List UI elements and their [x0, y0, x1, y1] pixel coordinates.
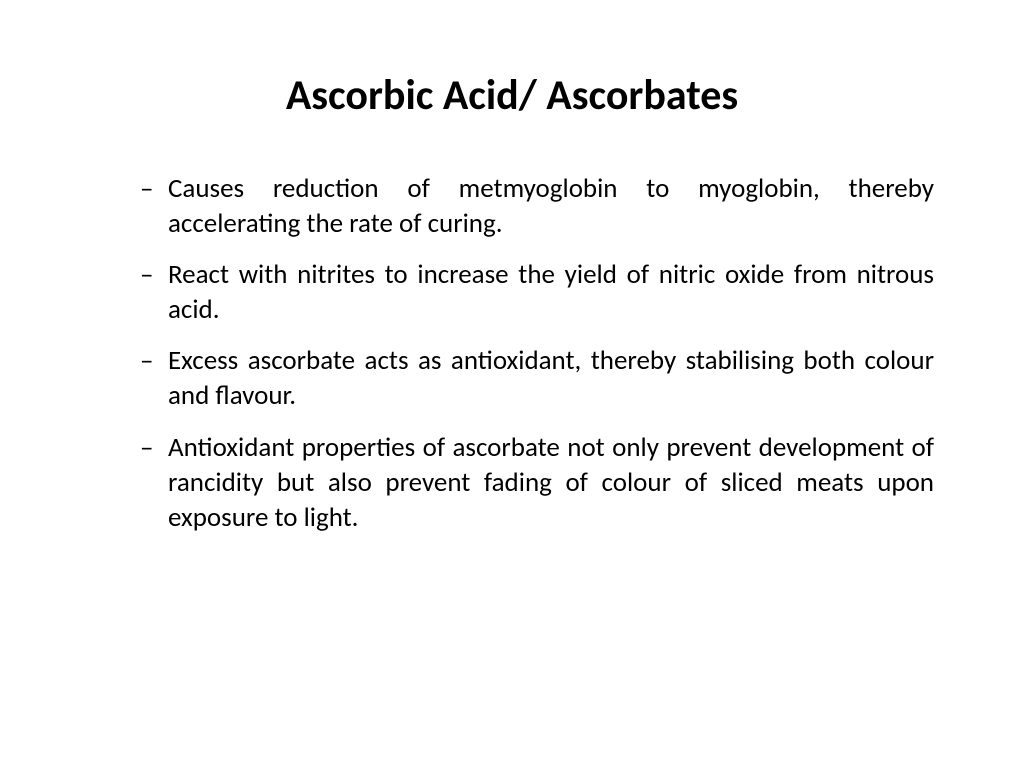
bullet-item: React with nitrites to increase the yiel… — [140, 257, 934, 327]
slide-title: Ascorbic Acid/ Ascorbates — [90, 70, 934, 121]
bullet-item: Antioxidant properties of ascorbate not … — [140, 430, 934, 535]
bullet-item: Excess ascorbate acts as antioxidant, th… — [140, 343, 934, 413]
bullet-item: Causes reduction of metmyoglobin to myog… — [140, 171, 934, 241]
bullet-list: Causes reduction of metmyoglobin to myog… — [90, 171, 934, 535]
